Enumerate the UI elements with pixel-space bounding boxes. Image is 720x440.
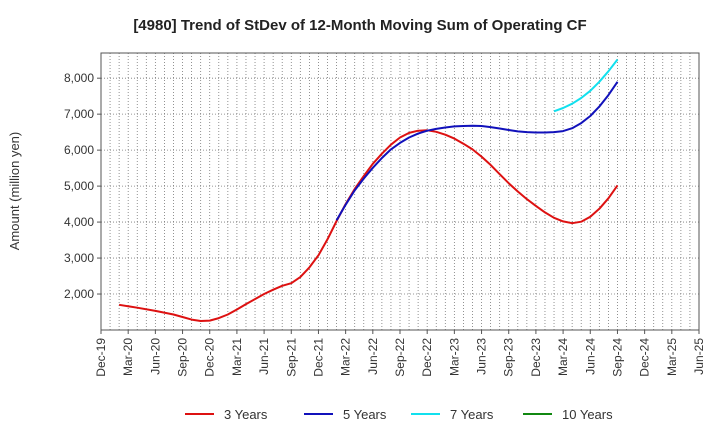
x-tick-label: Dec-24 (638, 338, 652, 377)
y-tick-label: 4,000 (64, 215, 94, 229)
y-tick-label: 2,000 (64, 287, 94, 301)
x-tick-label: Mar-20 (121, 338, 135, 376)
y-tick-label: 3,000 (64, 251, 94, 265)
x-tick-label: Mar-22 (339, 338, 353, 376)
legend: 3 Years 5 Years 7 Years 10 Years (185, 407, 613, 422)
x-tick-label: Jun-22 (366, 338, 380, 375)
legend-label: 3 Years (224, 407, 268, 422)
series-line-7-years (553, 58, 619, 113)
y-tick-label: 8,000 (64, 71, 94, 85)
x-tick-label: Jun-21 (257, 338, 271, 375)
x-tick-label: Sep-24 (610, 338, 624, 377)
x-tick-label: Mar-21 (230, 338, 244, 376)
x-tick-label: Mar-24 (556, 338, 570, 376)
x-tick-label: Sep-21 (284, 338, 298, 377)
x-tick-label: Dec-22 (420, 338, 434, 377)
x-tick-label: Jun-20 (148, 338, 162, 375)
y-tick-label: 5,000 (64, 179, 94, 193)
x-tick-label: Sep-23 (502, 338, 516, 377)
x-tick-label: Jun-24 (583, 338, 597, 375)
legend-label: 7 Years (450, 407, 494, 422)
y-axis-label: Amount (million yen) (7, 132, 22, 251)
x-tick-label: Dec-23 (529, 338, 543, 377)
x-tick-label: Jun-23 (475, 338, 489, 375)
series-line-3-years (118, 129, 619, 322)
x-tick-label: Sep-22 (393, 338, 407, 377)
x-tick-label: Sep-20 (176, 338, 190, 377)
series-line-5-years (335, 81, 619, 221)
x-tick-label: Jun-25 (692, 338, 706, 375)
y-tick-label: 7,000 (64, 107, 94, 121)
x-tick-label: Mar-25 (665, 338, 679, 376)
x-tick-label: Dec-20 (203, 338, 217, 377)
series-lines (118, 58, 619, 322)
y-tick-label: 6,000 (64, 143, 94, 157)
x-tick-label: Mar-23 (447, 338, 461, 376)
x-tick-label: Dec-19 (94, 338, 108, 377)
y-axis-ticks: 2,000 3,000 4,000 5,000 6,000 7,000 8,000 (64, 71, 101, 301)
chart-title: [4980] Trend of StDev of 12-Month Moving… (133, 17, 586, 34)
legend-label: 10 Years (562, 407, 613, 422)
grid (101, 53, 699, 330)
x-tick-label: Dec-21 (311, 338, 325, 377)
x-axis-ticks: Dec-19 Mar-20 Jun-20 Sep-20 Dec-20 Mar-21 Jun-… (94, 330, 706, 377)
legend-label: 5 Years (343, 407, 387, 422)
